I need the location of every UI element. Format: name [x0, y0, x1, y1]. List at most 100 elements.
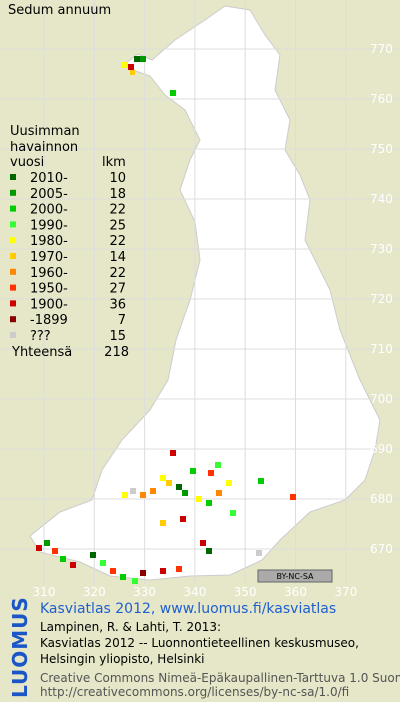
y-grid-label: 680	[370, 492, 393, 506]
legend-label: 2000-	[30, 203, 68, 218]
square	[44, 540, 50, 546]
square	[206, 500, 212, 506]
square	[120, 574, 126, 580]
square	[134, 56, 141, 62]
square	[132, 578, 138, 584]
map-title: Sedum annuum	[8, 3, 111, 18]
square	[160, 568, 166, 574]
square	[182, 490, 188, 496]
grid: 310 320 330 340 350 360 3706706806907007107207…	[0, 0, 400, 599]
square	[290, 494, 296, 500]
legend-count: 14	[109, 250, 126, 265]
square	[130, 70, 135, 75]
square	[122, 62, 128, 68]
square	[150, 488, 156, 494]
square	[140, 56, 146, 62]
x-grid-label: 360	[284, 585, 307, 599]
legend-count: 7	[118, 313, 126, 328]
citation-line: Helsingin yliopisto, Helsinki	[40, 652, 205, 666]
y-grid-label: 700	[370, 392, 393, 406]
square	[256, 550, 262, 556]
square	[52, 548, 58, 554]
y-grid-label: 770	[370, 42, 393, 56]
square	[122, 492, 128, 498]
square	[200, 540, 206, 546]
square	[208, 470, 214, 476]
legend-swatch	[10, 316, 16, 323]
square	[170, 90, 176, 96]
legend-count: 22	[109, 234, 126, 249]
observation-squares	[36, 56, 296, 584]
legend-swatch	[10, 332, 16, 338]
square	[60, 556, 66, 562]
y-grid-label: 730	[370, 242, 393, 256]
legend-label: 1950-	[30, 282, 68, 297]
y-grid-label: 690	[370, 442, 393, 456]
square	[230, 510, 236, 516]
legend-label: ???	[30, 329, 51, 344]
legend-label: 2005-	[30, 187, 68, 202]
legend-count: 18	[109, 187, 126, 202]
x-grid-label: 370	[334, 585, 357, 599]
legend-swatch	[10, 221, 16, 228]
citation-line: Kasviatlas 2012 -- Luonnontieteellinen k…	[40, 636, 359, 650]
map: 310 320 330 340 350 360 3706706806907007107207…	[0, 0, 400, 599]
square	[128, 64, 134, 70]
license-line[interactable]: http://creativecommons.org/licenses/by-n…	[40, 685, 350, 699]
license-badge: BY-NC-SA	[276, 572, 314, 581]
legend-heading: Uusimman	[10, 124, 80, 139]
square	[70, 562, 76, 568]
legend-count: 22	[109, 203, 126, 218]
y-grid-label: 760	[370, 92, 393, 106]
x-grid-label: 350	[234, 585, 257, 599]
y-grid-label: 710	[370, 342, 393, 356]
legend-column: vuosi	[10, 155, 44, 170]
atlas-link[interactable]: Kasviatlas 2012, www.luomus.fi/kasviatla…	[40, 601, 337, 617]
square	[160, 475, 166, 481]
square	[140, 492, 146, 498]
legend-swatch	[10, 237, 16, 244]
legend-count: 10	[109, 171, 126, 186]
legend-column: lkm	[102, 155, 126, 170]
legend-label: 1900-	[30, 297, 68, 312]
square	[176, 566, 182, 572]
y-grid-label: 740	[370, 192, 393, 206]
square	[130, 488, 136, 494]
x-grid-label: 310	[33, 585, 56, 599]
license-line: Creative Commons Nimeä-Epäkaupallinen-Ta…	[40, 671, 400, 685]
y-grid-label: 750	[370, 142, 393, 156]
square	[140, 570, 146, 576]
square	[176, 484, 182, 490]
square	[100, 560, 106, 566]
legend-label: 1970-	[30, 250, 68, 265]
square	[216, 490, 222, 496]
legend-swatch	[10, 189, 16, 196]
legend-heading: havainnon	[10, 140, 78, 155]
square	[258, 478, 264, 484]
square	[170, 450, 176, 456]
legend-swatch	[10, 284, 16, 291]
legend-count: 22	[109, 266, 126, 281]
square	[215, 462, 221, 468]
legend-count: 36	[109, 297, 126, 312]
legend-label: 2010-	[30, 171, 68, 186]
license-badge-box	[257, 569, 333, 583]
square	[90, 552, 96, 558]
x-grid-label: 320	[83, 585, 106, 599]
square	[226, 480, 232, 486]
legend-label: 1990-	[30, 218, 68, 233]
y-grid-label: 720	[370, 292, 393, 306]
citation-line: Lampinen, R. & Lahti, T. 2013:	[40, 620, 222, 634]
x-grid-label: 340	[183, 585, 206, 599]
legend-total-label: Yhteensä	[11, 345, 72, 360]
square	[110, 568, 116, 574]
legend-label: 1960-	[30, 266, 68, 281]
legend-swatch	[10, 268, 16, 275]
legend-count: 25	[109, 218, 126, 233]
legend-count: 27	[109, 282, 126, 297]
square	[166, 480, 172, 486]
legend-count: 15	[109, 329, 126, 344]
brand: LUOMUS	[8, 596, 32, 698]
